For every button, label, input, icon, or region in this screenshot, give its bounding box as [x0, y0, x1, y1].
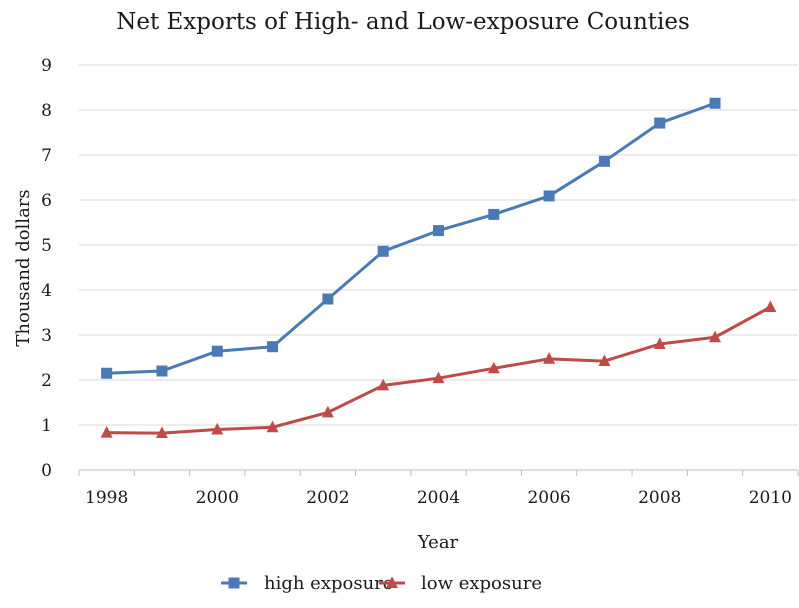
y-tick-label: 8: [41, 101, 52, 121]
data-point: [598, 155, 610, 167]
data-point: [377, 378, 390, 391]
y-tick-label: 0: [41, 461, 52, 481]
data-point: [321, 405, 334, 418]
data-point: [211, 422, 224, 435]
axes: [78, 469, 799, 476]
data-point: [266, 420, 279, 433]
x-tick-label: 2010: [749, 488, 792, 508]
data-point: [101, 367, 113, 379]
x-tick-label: 2006: [527, 488, 570, 508]
data-point: [709, 97, 721, 109]
x-tick-label: 2000: [196, 488, 239, 508]
y-tick-label: 7: [41, 146, 52, 166]
data-point: [211, 345, 223, 357]
data-point: [709, 330, 722, 343]
legend-item: high exposure: [221, 573, 393, 594]
legend-marker: [386, 576, 398, 588]
data-point: [488, 208, 500, 220]
y-tick-label: 5: [41, 236, 52, 256]
data-point: [543, 190, 555, 202]
data-point: [322, 293, 334, 305]
y-tick-label: 9: [41, 56, 52, 76]
chart-title: Net Exports of High- and Low-exposure Co…: [116, 9, 690, 35]
y-tick-label: 2: [41, 371, 52, 391]
y-tick-label: 1: [41, 416, 52, 436]
x-axis-label: Year: [417, 532, 459, 553]
data-point: [100, 426, 113, 438]
legend-label: low exposure: [421, 573, 542, 594]
data-point: [156, 365, 168, 377]
series-group: [100, 97, 777, 439]
legend: high exposure low exposure: [221, 573, 542, 594]
legend-label: high exposure: [264, 573, 393, 594]
data-point: [764, 300, 777, 313]
series-low-exposure: [100, 300, 777, 439]
grid: [79, 64, 798, 426]
data-point: [432, 371, 445, 384]
x-axis-ticks: 1998 2000 2002 2004 2006 2008 2010: [85, 488, 792, 508]
legend-marker: [228, 577, 240, 589]
data-point: [543, 352, 556, 364]
x-tick-label: 2008: [638, 488, 681, 508]
data-point: [598, 354, 611, 367]
series-high-exposure: [101, 97, 721, 379]
x-tick-label: 2004: [417, 488, 460, 508]
data-point: [267, 341, 279, 353]
y-axis-label: Thousand dollars: [13, 189, 34, 346]
series-line: [106, 305, 772, 435]
data-point: [654, 117, 666, 129]
y-tick-label: 4: [41, 281, 52, 301]
data-point: [377, 245, 389, 257]
data-point: [487, 361, 500, 374]
series-line: [106, 101, 716, 375]
x-tick-label: 1998: [85, 488, 128, 508]
data-point: [155, 426, 168, 439]
data-point: [433, 225, 444, 237]
y-axis-ticks: 0 1 2 3 4 5 6 7 8 9: [41, 56, 52, 481]
x-tick-label: 2002: [306, 488, 349, 508]
y-tick-label: 6: [41, 191, 52, 211]
y-tick-label: 3: [41, 326, 52, 346]
data-point: [653, 337, 666, 349]
legend-item: low exposure: [379, 573, 542, 594]
